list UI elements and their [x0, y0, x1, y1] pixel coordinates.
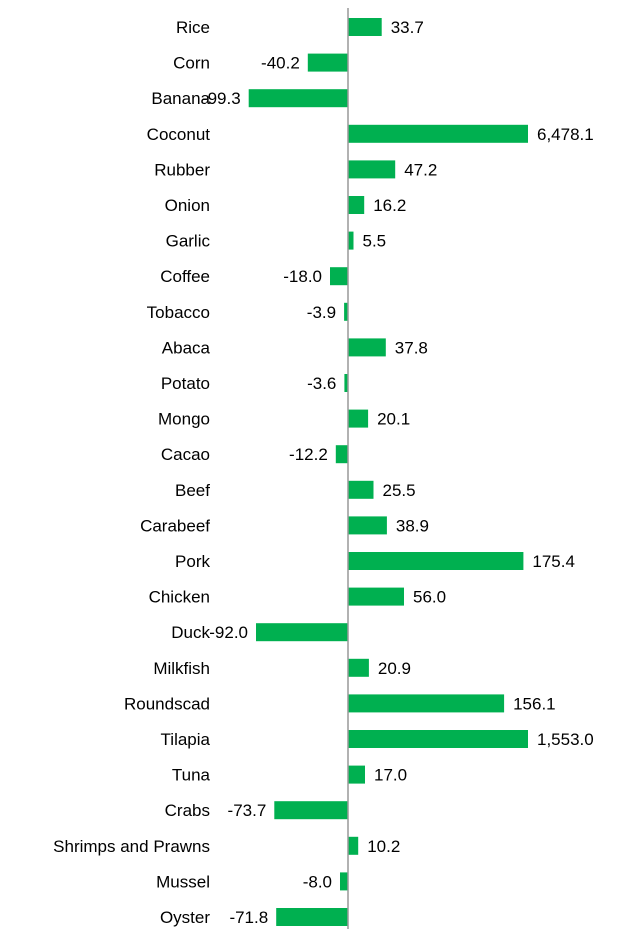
category-label: Onion [165, 196, 210, 215]
bar [348, 480, 374, 499]
bar [274, 801, 348, 820]
category-label: Oyster [160, 908, 210, 927]
category-labels: Rice Corn Banana Coconut Rubber Onion Garlic Co… [53, 18, 210, 927]
value-label: -71.8 [229, 908, 268, 927]
bar [348, 338, 386, 357]
category-label: Crabs [165, 801, 210, 820]
bars-layer [248, 18, 528, 926]
bar [348, 231, 354, 250]
bar [344, 374, 348, 392]
category-label: Garlic [166, 232, 211, 251]
bar [340, 872, 348, 891]
bar [348, 552, 524, 570]
category-label: Tuna [172, 766, 211, 785]
bar [348, 658, 369, 677]
value-label: 175.4 [532, 552, 575, 571]
category-label: Shrimps and Prawns [53, 837, 210, 856]
bar [348, 765, 365, 784]
value-label: -73.7 [228, 801, 267, 820]
value-label: 20.1 [377, 410, 410, 429]
category-label: Tobacco [147, 303, 210, 322]
value-label: -40.2 [261, 54, 300, 73]
value-label: 5.5 [363, 232, 387, 251]
category-label: Potato [161, 374, 210, 393]
category-label: Abaca [162, 338, 211, 357]
bar [256, 623, 348, 642]
category-label: Milkfish [153, 659, 210, 678]
bar [348, 18, 382, 36]
value-label: 33.7 [391, 18, 424, 37]
bar [344, 302, 348, 321]
category-label: Tilapia [161, 730, 211, 749]
category-label: Beef [175, 481, 210, 500]
value-label: -3.9 [307, 303, 336, 322]
bar [348, 124, 528, 143]
value-label: -8.0 [303, 872, 332, 891]
value-labels: 33.7 -40.2 -99.3 6,478.1 47.2 16.2 5.5 -18.0 -3.… [202, 18, 594, 927]
category-label: Corn [173, 54, 210, 73]
value-label: 17.0 [374, 766, 407, 785]
bar [348, 196, 365, 214]
category-label: Rice [176, 18, 210, 37]
bar [348, 836, 359, 855]
bar [330, 267, 348, 286]
category-label: Coconut [147, 125, 211, 144]
value-label: 16.2 [373, 196, 406, 215]
value-label: 1,553.0 [537, 730, 594, 749]
category-label: Duck [171, 623, 210, 642]
category-label: Banana [151, 89, 210, 108]
value-label: -92.0 [209, 623, 248, 642]
category-label: Chicken [149, 588, 210, 607]
value-label: 56.0 [413, 588, 446, 607]
value-label: 20.9 [378, 659, 411, 678]
value-label: 47.2 [404, 160, 437, 179]
value-label: 6,478.1 [537, 125, 594, 144]
category-label: Roundscad [124, 694, 210, 713]
value-label: 10.2 [367, 837, 400, 856]
category-label: Carabeef [140, 516, 210, 535]
bar [276, 908, 348, 926]
value-label: -12.2 [289, 445, 328, 464]
bar [248, 89, 348, 108]
category-label: Coffee [160, 267, 210, 286]
bar [335, 445, 348, 464]
value-label: 25.5 [383, 481, 416, 500]
value-label: -18.0 [283, 267, 322, 286]
category-label: Rubber [154, 160, 210, 179]
category-label: Pork [175, 552, 210, 571]
bar [307, 53, 348, 72]
bar [348, 730, 528, 748]
bar [348, 694, 505, 713]
value-label: 38.9 [396, 516, 429, 535]
category-label: Cacao [161, 445, 210, 464]
category-label: Mussel [156, 872, 210, 891]
bar [348, 160, 396, 179]
value-label: 156.1 [513, 694, 556, 713]
value-label: -3.6 [307, 374, 336, 393]
bar [348, 587, 404, 606]
category-label: Mongo [158, 410, 210, 429]
value-label: 37.8 [395, 338, 428, 357]
bar [348, 409, 369, 428]
bar [348, 516, 387, 535]
value-label: -99.3 [202, 89, 241, 108]
